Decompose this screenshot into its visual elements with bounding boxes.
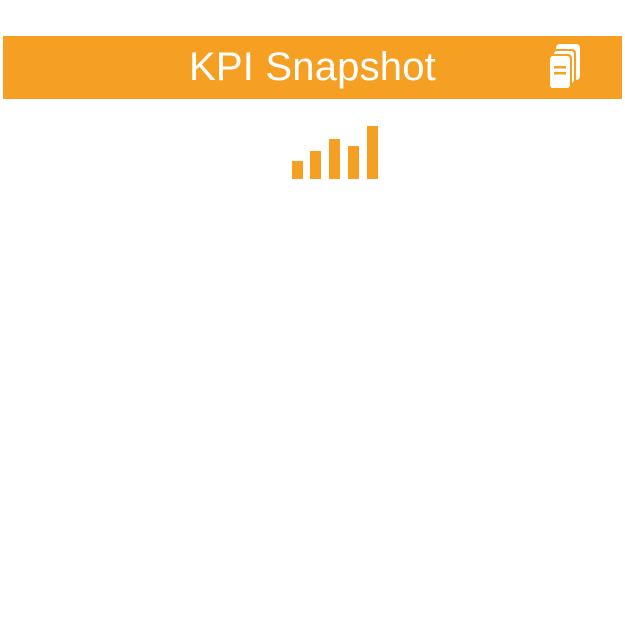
header-bar: KPI Snapshot [3, 36, 622, 99]
stacked-cards-button[interactable] [546, 42, 584, 92]
stacked-cards-icon [548, 44, 580, 90]
page-title: KPI Snapshot [188, 44, 436, 89]
signal-bars-icon [292, 126, 378, 179]
